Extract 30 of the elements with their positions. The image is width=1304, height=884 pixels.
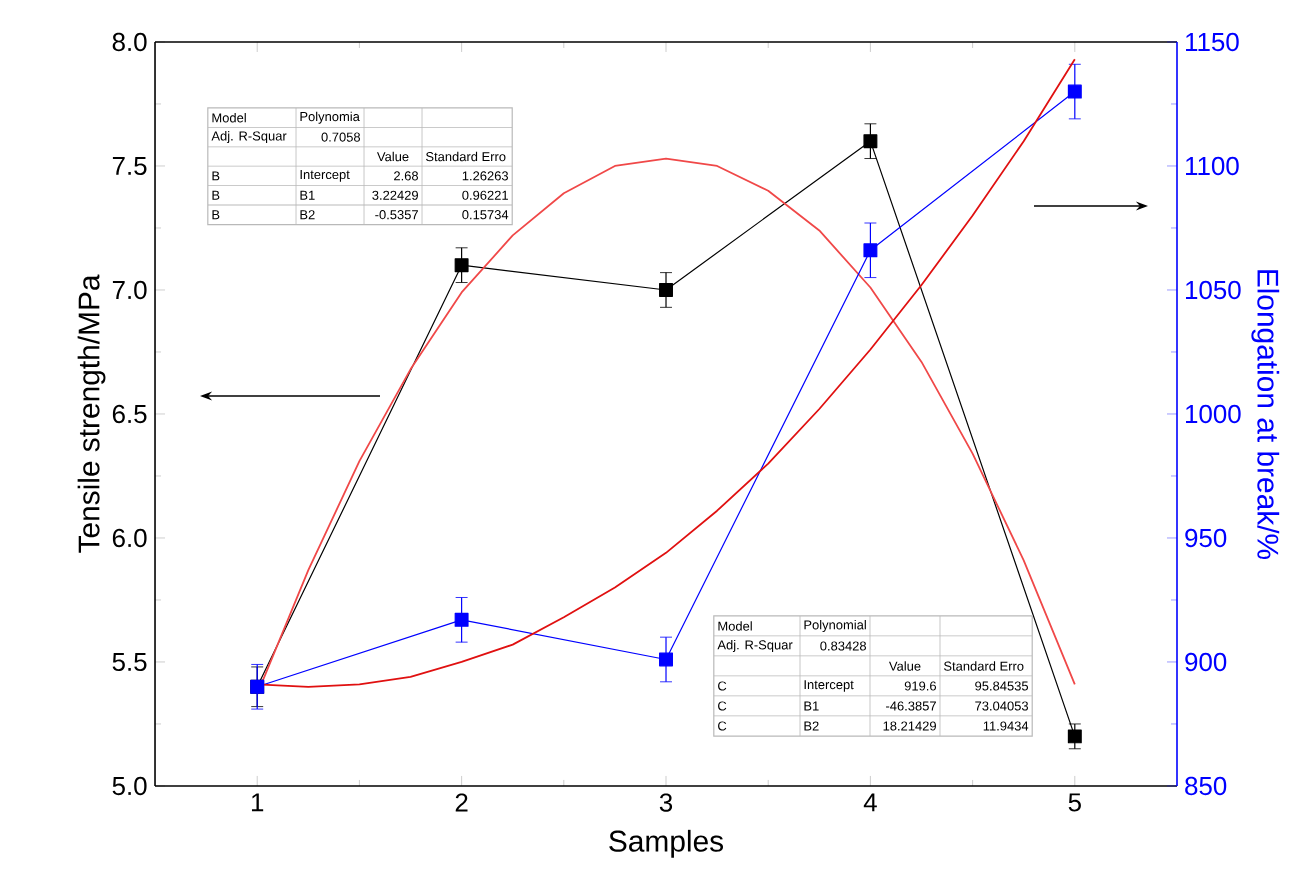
y-tick-label: 6.0 [112,528,147,548]
x-tick-label: 1 [251,793,264,812]
point [863,134,878,149]
y-tick-label: 7.0 [112,280,147,300]
point [1067,729,1082,744]
y2-tick-label: 1000 [1186,404,1241,424]
point [659,652,673,667]
point [659,283,673,297]
x-tick-label: 2 [455,793,468,812]
x-tick-label: 3 [659,793,673,812]
x-tick-label: 4 [863,793,877,812]
point [863,243,878,258]
x-tick-label: 5 [1068,793,1081,812]
y-axis-title: Tensile strength/MPa [77,274,106,553]
y2-tick-label: 900 [1185,652,1227,672]
y-tick-label: 7.5 [112,156,147,176]
point [1067,84,1082,99]
x-axis-title: Samples [609,829,724,858]
y-tick-label: 5.5 [112,652,147,671]
y2-tick-label: 1100 [1186,156,1239,176]
y2-tick-label: 850 [1185,776,1227,796]
y-tick-label: 8.0 [112,32,147,52]
y-tick-label: 6.5 [112,404,147,424]
y2-tick-label: 1150 [1186,32,1239,52]
y2-tick-label: 950 [1185,528,1227,548]
point [454,612,469,627]
y2-tick-label: 1050 [1186,280,1241,300]
y-tick-label: 5.0 [112,776,147,796]
y2-axis-title: Elongation at break/% [1251,270,1280,560]
point [454,258,469,273]
